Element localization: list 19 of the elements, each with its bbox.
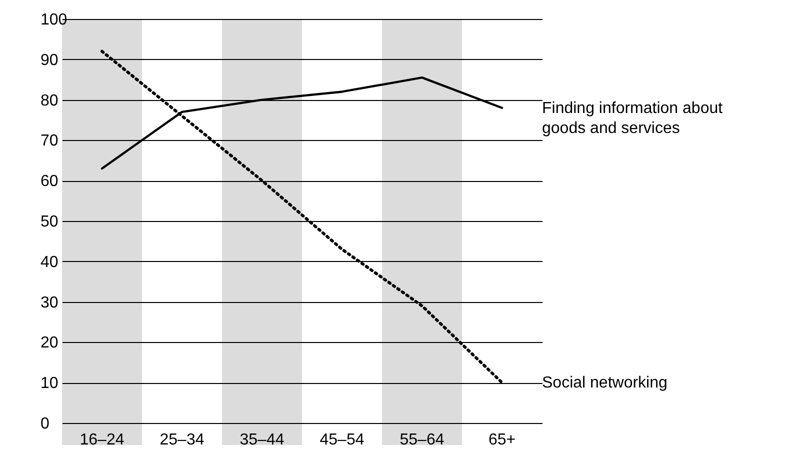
text: Finding information about goods and services (542, 100, 724, 137)
y-tick-label: 20 (40, 334, 58, 352)
y-tick-label: 70 (40, 132, 58, 150)
x-tick-label: 35–44 (240, 432, 284, 448)
y-tick-label: 60 (40, 173, 58, 190)
y-tick-label: 40 (40, 254, 58, 271)
y-tick-label: 100 (40, 12, 68, 28)
x-tick-label: 55–64 (400, 432, 444, 448)
y-tick-label: 90 (40, 52, 58, 69)
y-tick-label: 0 (40, 416, 50, 432)
x-tick-label: 25–34 (160, 432, 204, 448)
x-tick-label: 16–24 (80, 432, 124, 448)
x-tick-label: 65+ (488, 432, 516, 448)
y-tick-label: 50 (40, 214, 58, 230)
y-tick-label: 80 (40, 92, 58, 110)
y-tick-label: 30 (40, 294, 58, 312)
text: Social networking (542, 374, 668, 392)
y-tick-label: 10 (40, 375, 58, 392)
x-tick-label: 45–54 (320, 432, 364, 448)
